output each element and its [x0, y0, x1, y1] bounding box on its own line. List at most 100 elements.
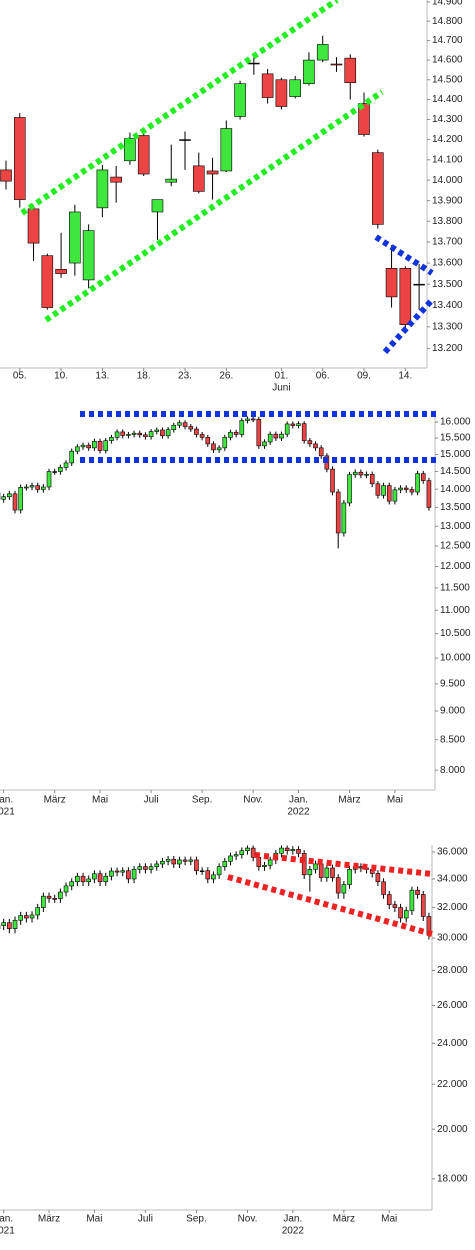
x-tick-sublabel: 2022 — [282, 1226, 305, 1237]
candle-body — [399, 268, 412, 325]
candle-body — [358, 103, 370, 135]
candle-body — [137, 866, 143, 870]
candle-body — [109, 437, 114, 441]
candle-body — [403, 487, 409, 490]
candle-body — [205, 437, 211, 445]
candle-body — [29, 914, 35, 919]
candle-body — [131, 432, 137, 435]
candle-body — [330, 468, 335, 493]
candle-body — [234, 83, 246, 117]
candle-body — [7, 493, 12, 498]
x-tick-label: 10. — [54, 371, 68, 382]
candle-body — [96, 169, 109, 209]
y-tick-label: 12.000 — [440, 561, 471, 572]
candle-body — [69, 881, 75, 887]
candle-body — [313, 443, 318, 449]
y-tick-label: 13.000 — [440, 521, 471, 532]
x-tick-label: Sep. — [192, 795, 213, 806]
y-tick-label: 13.500 — [440, 502, 471, 513]
candle-body — [182, 422, 188, 427]
candle-body — [239, 850, 245, 855]
y-tick-label: 8.500 — [440, 734, 465, 745]
candle-body — [154, 863, 160, 867]
candle-body — [364, 474, 369, 476]
trend-line — [227, 874, 433, 937]
x-tick-label: Mai — [387, 795, 403, 806]
y-tick-label: 8.000 — [440, 765, 465, 776]
candle-body — [375, 483, 381, 496]
candle-body — [352, 471, 358, 475]
x-tick-label: Mai — [381, 1214, 397, 1225]
candle-body — [267, 433, 273, 443]
candle-body — [41, 255, 54, 308]
candle-body — [318, 447, 324, 457]
y-tick-label: 11.000 — [440, 605, 470, 616]
candle-body — [58, 467, 63, 472]
x-tick-label: 01. — [274, 371, 288, 382]
candle-body — [220, 128, 233, 172]
candle-body — [216, 866, 222, 876]
candle-body — [41, 895, 46, 908]
candle-body — [143, 434, 148, 438]
candle-body — [301, 423, 307, 441]
candle-body — [296, 423, 301, 426]
candle-body — [303, 59, 315, 85]
candle-body — [165, 858, 171, 862]
x-tick-label: März — [338, 795, 360, 806]
candle-body — [120, 431, 126, 436]
candle-body — [148, 431, 154, 438]
x-tick-label: 05. — [13, 371, 27, 382]
y-tick-label: 14.100 — [432, 154, 463, 165]
candle-body — [415, 473, 420, 493]
candle-body — [375, 873, 381, 883]
trend-line — [374, 234, 434, 276]
candle-body — [211, 443, 216, 451]
y-tick-label: 34.000 — [437, 874, 468, 885]
x-tick-label: 14. — [398, 371, 412, 382]
candle-body — [114, 870, 120, 873]
candle-body — [69, 211, 81, 264]
candle-body — [171, 424, 177, 430]
candle-body — [179, 139, 191, 141]
candle-body — [92, 440, 97, 449]
candle-body — [12, 493, 18, 511]
candle-body — [160, 860, 165, 865]
candle-body — [386, 894, 392, 905]
candle-body — [0, 169, 12, 182]
candle-body — [233, 854, 239, 857]
candle-body — [126, 434, 131, 436]
x-tick-label: März — [44, 795, 66, 806]
candle-body — [177, 422, 182, 426]
trend-line — [44, 89, 384, 323]
candle-body — [398, 907, 403, 919]
candle-body — [371, 152, 384, 225]
candle-body — [58, 891, 63, 899]
candle-body — [192, 165, 205, 192]
candle-body — [46, 895, 52, 899]
candle-body — [239, 420, 245, 435]
candle-body — [18, 915, 23, 921]
candle-body — [75, 875, 80, 883]
candle-body — [256, 856, 262, 867]
candle-body — [109, 870, 114, 877]
candle-body — [199, 434, 205, 438]
y-tick-label: 13.700 — [432, 237, 463, 248]
y-tick-label: 24.000 — [437, 1038, 468, 1049]
x-tick-label: Juli — [138, 1214, 153, 1225]
y-tick-label: 13.600 — [432, 258, 463, 269]
candle-body — [290, 849, 296, 852]
candle-body — [18, 487, 23, 511]
candle-body — [86, 444, 92, 449]
y-tick-label: 13.400 — [432, 300, 463, 311]
y-tick-label: 13.500 — [432, 279, 463, 290]
y-tick-label: 15.000 — [440, 449, 471, 460]
candle-body — [245, 418, 250, 421]
y-tick-label: 13.900 — [432, 195, 463, 206]
candle-body — [165, 178, 178, 183]
candle-body — [216, 447, 222, 451]
candle-body — [248, 62, 260, 65]
candle-body — [409, 489, 415, 493]
candle-body — [182, 859, 188, 862]
x-tick-label: 23. — [178, 371, 192, 382]
candle-body — [392, 904, 398, 908]
